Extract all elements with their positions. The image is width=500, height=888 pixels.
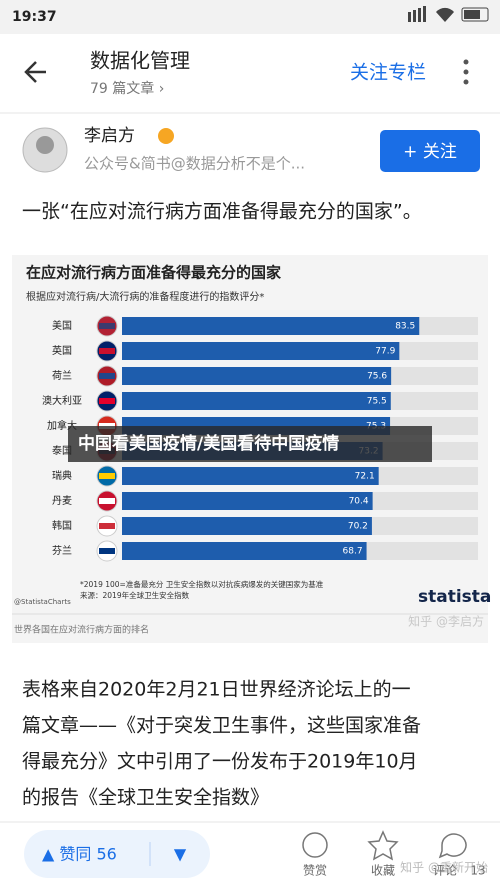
downvote[interactable]: ▼ xyxy=(174,845,187,864)
bar-value: 83.5 xyxy=(395,322,415,332)
flag-stripe xyxy=(99,498,115,504)
bar xyxy=(122,342,400,360)
bar xyxy=(122,467,379,485)
bar-value: 68.7 xyxy=(343,547,363,557)
watermark: 知乎 @重新开始 xyxy=(400,860,488,875)
bar xyxy=(122,367,392,385)
flag-stripe xyxy=(99,398,115,404)
bar xyxy=(122,492,373,510)
paragraph-line: 得最充分》文中引用了一份发布于2019年10月 xyxy=(22,751,418,773)
row-label: 美国 xyxy=(52,319,72,332)
bar xyxy=(122,542,367,560)
vote-pill xyxy=(24,830,210,878)
follow-label[interactable]: + 关注 xyxy=(403,142,457,162)
figure-caption: 世界各国在应对流行病方面的排名 xyxy=(14,624,149,636)
back-button[interactable] xyxy=(24,61,46,83)
flag-stripe xyxy=(99,473,115,479)
row-label: 瑞典 xyxy=(52,469,72,482)
bar-value: 70.2 xyxy=(348,522,368,532)
statista-handle: @StatistaCharts xyxy=(14,598,71,606)
comment-icon[interactable] xyxy=(438,833,467,859)
follow-column[interactable]: 关注专栏 xyxy=(350,62,426,84)
flag-stripe xyxy=(99,548,115,554)
favorite-label[interactable]: 收藏 xyxy=(371,864,395,878)
statista-logo: statista xyxy=(418,587,491,607)
row-label: 英国 xyxy=(52,344,72,357)
bar-value: 72.1 xyxy=(355,472,375,482)
bar-value: 75.5 xyxy=(367,397,387,407)
author-badge xyxy=(158,128,174,144)
status-bar xyxy=(0,0,500,34)
paragraph-line: 篇文章——《对于突发卫生事件，这些国家准备 xyxy=(22,715,421,737)
row-label: 澳大利亚 xyxy=(42,394,82,407)
author-name[interactable]: 李启方 xyxy=(84,126,135,146)
row-label: 丹麦 xyxy=(52,495,72,507)
favorite-icon[interactable] xyxy=(367,830,399,861)
bar xyxy=(122,392,391,410)
bar-value: 77.9 xyxy=(375,347,395,357)
row-label: 泰国 xyxy=(52,444,72,457)
paragraph: 表格来自2020年2月21日世界经济论坛上的一篇文章——《对于突发卫生事件，这些… xyxy=(22,679,421,809)
row-label: 芬兰 xyxy=(52,544,72,557)
paragraph-line: 的报告《全球卫生安全指数》 xyxy=(22,787,269,809)
watermark: 知乎 @李启方 xyxy=(408,614,484,629)
comment-label[interactable]: 评论 xyxy=(433,864,457,878)
figure-subtitle: 根据应对流行病/大流行病的准备程度进行的指数评分* xyxy=(26,290,264,303)
paragraph-line: 表格来自2020年2月21日世界经济论坛上的一 xyxy=(22,679,411,701)
flag-stripe xyxy=(99,373,115,379)
bar-value: 75.6 xyxy=(367,372,387,382)
avatar-face xyxy=(36,136,54,154)
reward-label[interactable]: 赞赏 xyxy=(303,864,327,878)
row-label: 韩国 xyxy=(52,519,72,532)
bar xyxy=(122,517,372,535)
bar xyxy=(122,317,420,335)
bar-value: 70.4 xyxy=(349,497,369,507)
overlay-band xyxy=(68,426,432,462)
row-label: 荷兰 xyxy=(52,369,72,382)
flag-stripe xyxy=(99,348,115,354)
flag-stripe xyxy=(99,523,115,529)
intro-text: 一张“在应对流行病方面准备得最充分的国家”。 xyxy=(22,201,422,223)
time: 19:37 xyxy=(12,9,57,25)
menu-button[interactable] xyxy=(463,59,469,85)
reward-icon[interactable] xyxy=(302,832,328,858)
figure-title: 在应对流行病方面准备得最充分的国家 xyxy=(26,264,281,282)
overlay-text: 中国看美国疫情/美国看待中国疫情 xyxy=(78,433,339,454)
footnote: *2019 100=准备最充分 卫生安全指数以对抗疾病爆发的关键国家为基准 xyxy=(80,579,324,589)
header xyxy=(0,34,500,114)
article-count[interactable]: 79 篇文章 › xyxy=(90,80,164,97)
footnote: 来源：2019年全球卫生安全指数 xyxy=(80,590,190,600)
upvote[interactable]: ▲ 赞同 56 xyxy=(42,845,117,864)
comment-count: 13 xyxy=(470,864,485,878)
status-icons xyxy=(408,6,489,22)
flag-stripe xyxy=(99,323,115,329)
follow-button[interactable] xyxy=(380,130,480,172)
author-bio: 公众号&简书@数据分析不是个... xyxy=(84,155,305,173)
column-title: 数据化管理 xyxy=(90,49,190,73)
